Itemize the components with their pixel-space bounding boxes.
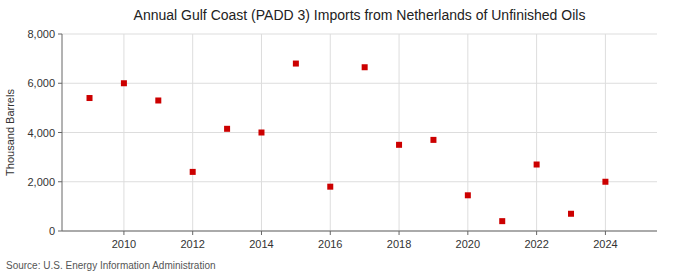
x-tick bbox=[467, 231, 468, 235]
x-tick-label: 2010 bbox=[112, 238, 136, 250]
point bbox=[465, 192, 471, 198]
point bbox=[121, 80, 127, 86]
grid-line bbox=[123, 34, 124, 231]
source: Source: U.S. Energy Information Administ… bbox=[6, 260, 216, 271]
grid-line bbox=[192, 34, 193, 231]
y-axis-label: Thousand Barrels bbox=[4, 89, 16, 176]
y-tick-label: 4,000 bbox=[27, 127, 55, 139]
point bbox=[293, 61, 299, 67]
grid-line bbox=[605, 34, 606, 231]
grid-line bbox=[536, 34, 537, 231]
x-tick bbox=[261, 231, 262, 235]
point bbox=[362, 64, 368, 70]
x-tick-label: 2016 bbox=[318, 238, 342, 250]
point bbox=[87, 95, 93, 101]
grid-line bbox=[62, 231, 657, 232]
point bbox=[534, 162, 540, 168]
point bbox=[224, 126, 230, 132]
point bbox=[258, 130, 264, 136]
title: Annual Gulf Coast (PADD 3) Imports from … bbox=[134, 7, 586, 23]
grid-line bbox=[62, 132, 657, 133]
x-tick-label: 2012 bbox=[180, 238, 204, 250]
x-tick-label: 2020 bbox=[456, 238, 480, 250]
y-tick bbox=[58, 83, 62, 84]
point bbox=[430, 137, 436, 143]
x-tick bbox=[123, 231, 124, 235]
chart: 0 2,000 4,000 6,000 8,000 2010 2012 2014 2016 201… bbox=[0, 0, 675, 275]
x-tick-label: 2018 bbox=[387, 238, 411, 250]
x-tick-label: 2014 bbox=[249, 238, 273, 250]
y-tick bbox=[58, 181, 62, 182]
point bbox=[602, 179, 608, 185]
x-tick bbox=[330, 231, 331, 235]
y-tick-label: 8,000 bbox=[27, 28, 55, 40]
point bbox=[568, 211, 574, 217]
x-axis-line bbox=[62, 231, 657, 232]
y-tick bbox=[58, 132, 62, 133]
y-tick-label: 0 bbox=[49, 225, 55, 237]
axes: 0 2,000 4,000 6,000 8,000 2010 2012 2014 2016 201… bbox=[27, 28, 657, 250]
point bbox=[190, 169, 196, 175]
points bbox=[87, 61, 609, 225]
x-tick bbox=[399, 231, 400, 235]
x-tick bbox=[192, 231, 193, 235]
point bbox=[499, 218, 505, 224]
y-tick-label: 6,000 bbox=[27, 77, 55, 89]
x-tick bbox=[536, 231, 537, 235]
grid-line bbox=[467, 34, 468, 231]
grid bbox=[62, 34, 657, 231]
y-tick bbox=[58, 231, 62, 232]
point bbox=[155, 97, 161, 103]
grid-line bbox=[330, 34, 331, 231]
grid-line bbox=[62, 34, 657, 35]
x-tick-label: 2024 bbox=[593, 238, 617, 250]
x-tick-label: 2022 bbox=[524, 238, 548, 250]
y-tick-label: 2,000 bbox=[27, 176, 55, 188]
y-tick bbox=[58, 34, 62, 35]
point bbox=[327, 184, 333, 190]
grid-line bbox=[399, 34, 400, 231]
grid-line bbox=[62, 181, 657, 182]
x-tick bbox=[605, 231, 606, 235]
point bbox=[396, 142, 402, 148]
grid-line bbox=[62, 83, 657, 84]
